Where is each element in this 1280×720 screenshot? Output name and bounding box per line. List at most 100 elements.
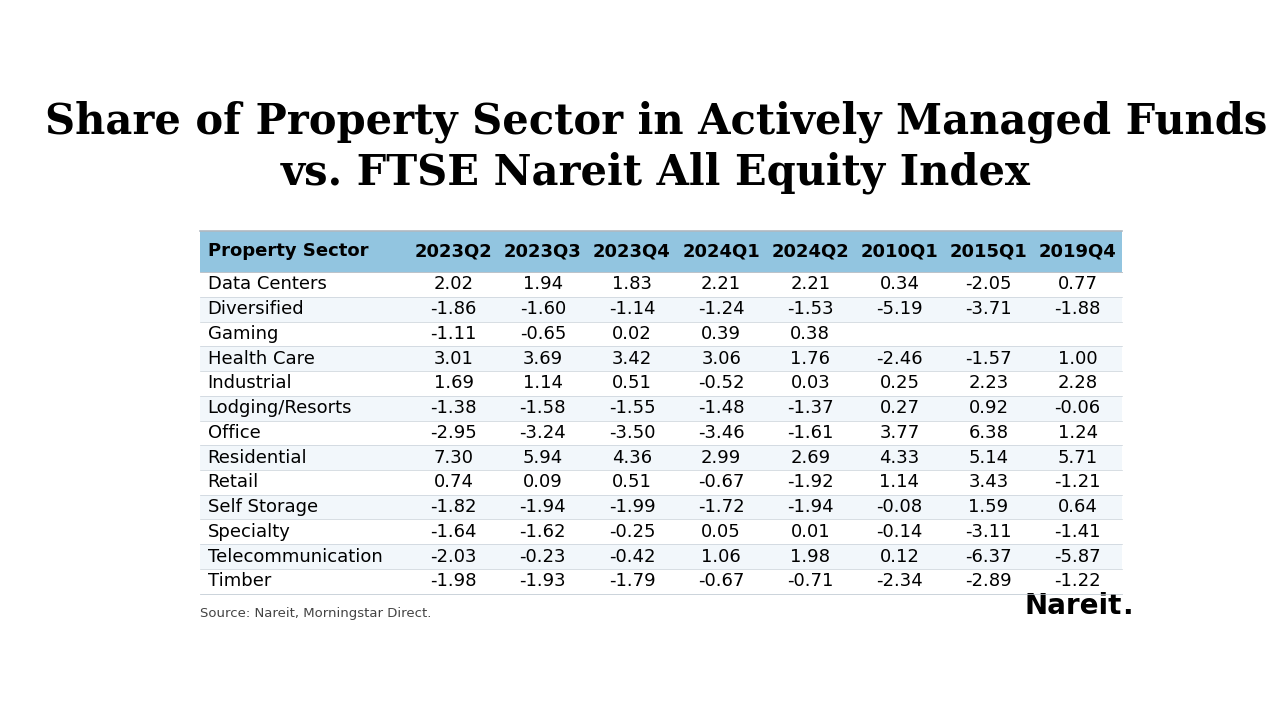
Text: Source: Nareit, Morningstar Direct.: Source: Nareit, Morningstar Direct. <box>200 607 431 620</box>
Text: 0.34: 0.34 <box>879 276 919 294</box>
Bar <box>200 272 1123 297</box>
Text: 1.06: 1.06 <box>701 548 741 566</box>
Text: -3.24: -3.24 <box>520 424 566 442</box>
Text: 1.14: 1.14 <box>522 374 563 392</box>
Text: -3.50: -3.50 <box>609 424 655 442</box>
Text: -0.08: -0.08 <box>877 498 923 516</box>
Text: -1.64: -1.64 <box>430 523 477 541</box>
Text: 1.83: 1.83 <box>612 276 652 294</box>
Text: 2.69: 2.69 <box>790 449 831 467</box>
Text: 1.24: 1.24 <box>1057 424 1098 442</box>
Text: Telecommunication: Telecommunication <box>207 548 383 566</box>
Text: 2.28: 2.28 <box>1057 374 1098 392</box>
Text: 4.36: 4.36 <box>612 449 652 467</box>
Text: -0.23: -0.23 <box>520 548 566 566</box>
Text: -3.46: -3.46 <box>698 424 745 442</box>
Text: -2.89: -2.89 <box>965 572 1012 590</box>
Bar <box>200 420 1123 445</box>
Text: 1.94: 1.94 <box>522 276 563 294</box>
Text: -0.67: -0.67 <box>698 572 744 590</box>
Text: 0.03: 0.03 <box>790 374 831 392</box>
Text: -3.71: -3.71 <box>965 300 1012 318</box>
Text: -1.99: -1.99 <box>609 498 655 516</box>
Text: 0.02: 0.02 <box>612 325 652 343</box>
Text: 2019Q4: 2019Q4 <box>1039 243 1116 261</box>
Text: -5.19: -5.19 <box>876 300 923 318</box>
Text: Office: Office <box>207 424 260 442</box>
Text: -6.37: -6.37 <box>965 548 1012 566</box>
Bar <box>200 371 1123 396</box>
Bar <box>200 297 1123 322</box>
Text: 5.94: 5.94 <box>522 449 563 467</box>
Text: Nareit: Nareit <box>1025 592 1123 620</box>
Text: -0.71: -0.71 <box>787 572 833 590</box>
Text: -2.34: -2.34 <box>876 572 923 590</box>
Text: -1.14: -1.14 <box>609 300 655 318</box>
Text: Diversified: Diversified <box>207 300 305 318</box>
Bar <box>200 495 1123 519</box>
Text: Data Centers: Data Centers <box>207 276 326 294</box>
Text: 4.33: 4.33 <box>879 449 919 467</box>
Text: 2010Q1: 2010Q1 <box>860 243 938 261</box>
Text: Property Sector: Property Sector <box>207 243 369 261</box>
Text: 3.06: 3.06 <box>701 350 741 368</box>
Text: 5.14: 5.14 <box>969 449 1009 467</box>
Text: 0.74: 0.74 <box>434 473 474 491</box>
Text: 0.27: 0.27 <box>879 399 919 417</box>
Text: 3.42: 3.42 <box>612 350 652 368</box>
Text: -1.93: -1.93 <box>520 572 566 590</box>
Text: -1.92: -1.92 <box>787 473 833 491</box>
Text: -2.05: -2.05 <box>965 276 1011 294</box>
Text: -1.41: -1.41 <box>1055 523 1101 541</box>
Text: -2.46: -2.46 <box>876 350 923 368</box>
Text: -1.79: -1.79 <box>609 572 655 590</box>
Text: 0.09: 0.09 <box>524 473 563 491</box>
Text: 0.38: 0.38 <box>790 325 831 343</box>
Text: -1.48: -1.48 <box>698 399 745 417</box>
Text: Timber: Timber <box>207 572 271 590</box>
Text: 2.99: 2.99 <box>701 449 741 467</box>
Text: -1.82: -1.82 <box>430 498 477 516</box>
Text: -1.24: -1.24 <box>698 300 745 318</box>
Bar <box>200 470 1123 495</box>
Text: -5.87: -5.87 <box>1055 548 1101 566</box>
Text: -1.58: -1.58 <box>520 399 566 417</box>
Bar <box>200 396 1123 420</box>
Text: 1.14: 1.14 <box>879 473 919 491</box>
Bar <box>200 230 1123 272</box>
Bar <box>200 445 1123 470</box>
Text: -1.38: -1.38 <box>430 399 477 417</box>
Text: 0.92: 0.92 <box>969 399 1009 417</box>
Text: -1.11: -1.11 <box>430 325 477 343</box>
Text: 2.23: 2.23 <box>969 374 1009 392</box>
Text: Gaming: Gaming <box>207 325 278 343</box>
Text: 1.00: 1.00 <box>1057 350 1097 368</box>
Text: 3.43: 3.43 <box>969 473 1009 491</box>
Text: 0.12: 0.12 <box>879 548 919 566</box>
Text: 3.01: 3.01 <box>434 350 474 368</box>
Text: 2023Q3: 2023Q3 <box>504 243 581 261</box>
Text: 1.98: 1.98 <box>790 548 831 566</box>
Text: 0.01: 0.01 <box>791 523 829 541</box>
Text: -1.55: -1.55 <box>609 399 655 417</box>
Text: 2023Q2: 2023Q2 <box>415 243 493 261</box>
Text: -1.86: -1.86 <box>430 300 477 318</box>
Text: 3.69: 3.69 <box>522 350 563 368</box>
Text: Residential: Residential <box>207 449 307 467</box>
Text: 2023Q4: 2023Q4 <box>593 243 671 261</box>
Text: -1.72: -1.72 <box>698 498 745 516</box>
Text: Retail: Retail <box>207 473 259 491</box>
Bar <box>200 569 1123 594</box>
Text: -0.14: -0.14 <box>877 523 923 541</box>
Text: -1.60: -1.60 <box>520 300 566 318</box>
Text: -0.67: -0.67 <box>698 473 744 491</box>
Text: -1.53: -1.53 <box>787 300 833 318</box>
Bar <box>200 346 1123 371</box>
Text: -0.52: -0.52 <box>698 374 745 392</box>
Text: -1.88: -1.88 <box>1055 300 1101 318</box>
Text: Health Care: Health Care <box>207 350 315 368</box>
Text: 5.71: 5.71 <box>1057 449 1098 467</box>
Text: 1.69: 1.69 <box>434 374 474 392</box>
Text: 2015Q1: 2015Q1 <box>950 243 1028 261</box>
Bar <box>200 544 1123 569</box>
